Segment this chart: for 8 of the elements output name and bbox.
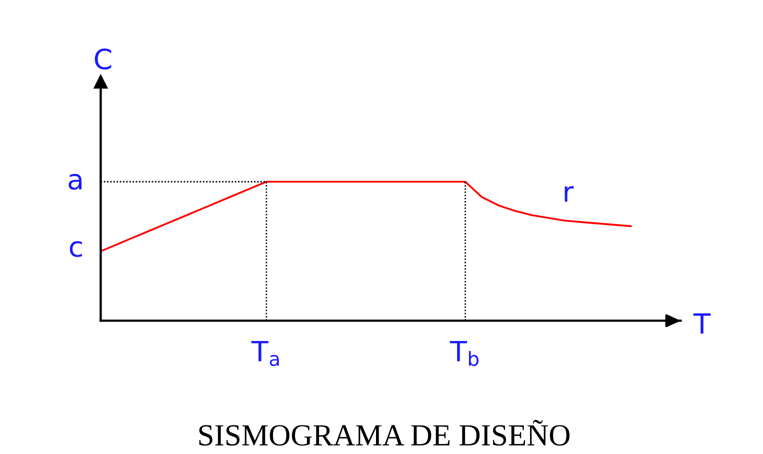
ref-line-label: a — [68, 174, 82, 190]
text: SISMOGRAMA DE DISEÑO — [199, 420, 570, 446]
text: c — [70, 241, 82, 258]
x-tick-label: T$_{b}$ — [450, 340, 479, 366]
x-tick-label: T$_{a}$ — [251, 340, 279, 366]
y-axis-title: C — [94, 48, 112, 70]
annotation: r — [564, 186, 574, 202]
x-axis-title: T — [693, 313, 711, 334]
